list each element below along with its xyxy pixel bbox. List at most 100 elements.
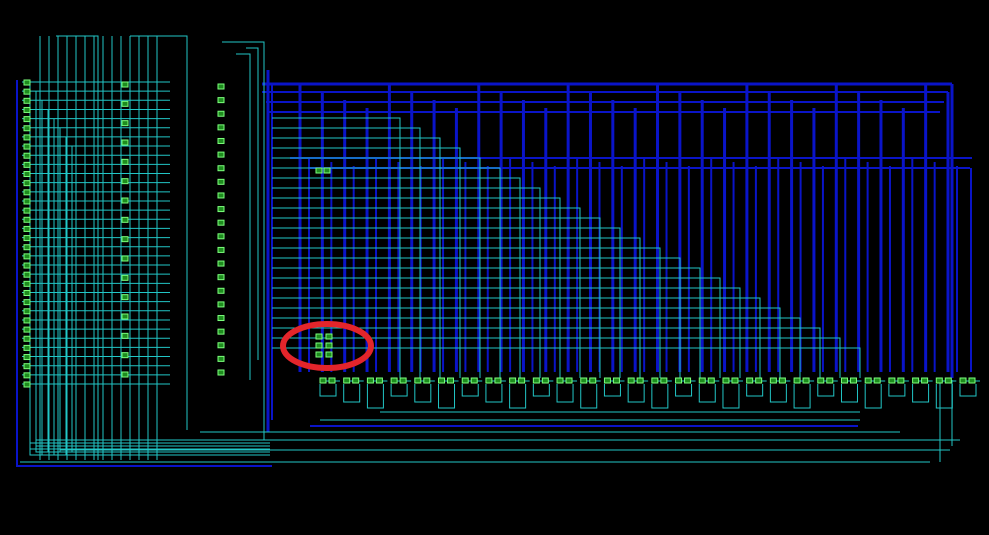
bottom-register-out-11[interactable] [589,377,597,384]
bottom-register-out-9[interactable] [541,377,549,384]
gate-col1-4[interactable] [121,158,129,165]
input-port-25[interactable] [23,308,31,315]
bottom-register-1[interactable] [343,377,351,384]
input-port-31[interactable] [23,363,31,370]
bottom-register-out-8[interactable] [518,377,526,384]
bottom-register-15[interactable] [675,377,683,384]
bottom-register-out-0[interactable] [328,377,336,384]
gate-col1-7[interactable] [121,216,129,223]
highlighted-register-0[interactable] [315,333,323,340]
gate-col1-0[interactable] [121,81,129,88]
bottom-register-6[interactable] [461,377,469,384]
bottom-register-26[interactable] [935,377,943,384]
bottom-register-11[interactable] [580,377,588,384]
input-port-27[interactable] [23,326,31,333]
bottom-register-18[interactable] [746,377,754,384]
gate-col1-12[interactable] [121,313,129,320]
input-port-7[interactable] [23,143,31,150]
input-port-29[interactable] [23,344,31,351]
bottom-register-out-23[interactable] [873,377,881,384]
bottom-register-19[interactable] [769,377,777,384]
bottom-register-10[interactable] [556,377,564,384]
gate-col2-8[interactable] [217,192,225,199]
bottom-register-4[interactable] [414,377,422,384]
input-port-26[interactable] [23,317,31,324]
bottom-register-16[interactable] [698,377,706,384]
gate-col2-10[interactable] [217,219,225,226]
upper-register-0[interactable] [315,167,323,174]
bottom-register-out-6[interactable] [470,377,478,384]
gate-col2-18[interactable] [217,328,225,335]
input-port-21[interactable] [23,271,31,278]
gate-col2-5[interactable] [217,151,225,158]
bottom-register-2[interactable] [366,377,374,384]
input-port-1[interactable] [23,88,31,95]
bottom-register-3[interactable] [390,377,398,384]
gate-col2-12[interactable] [217,246,225,253]
gate-col1-10[interactable] [121,274,129,281]
input-port-22[interactable] [23,280,31,287]
gate-col1-15[interactable] [121,371,129,378]
bottom-register-out-7[interactable] [494,377,502,384]
bottom-register-21[interactable] [817,377,825,384]
bottom-register-out-1[interactable] [352,377,360,384]
highlighted-register-2[interactable] [315,351,323,358]
gate-col2-21[interactable] [217,369,225,376]
bottom-register-out-19[interactable] [778,377,786,384]
input-port-4[interactable] [23,116,31,123]
bottom-register-17[interactable] [722,377,730,384]
gate-col1-9[interactable] [121,255,129,262]
gate-col2-7[interactable] [217,178,225,185]
gate-col1-14[interactable] [121,352,129,359]
bottom-register-0[interactable] [319,377,327,384]
bottom-register-25[interactable] [912,377,920,384]
bottom-register-out-2[interactable] [375,377,383,384]
input-port-19[interactable] [23,253,31,260]
gate-col2-15[interactable] [217,287,225,294]
bottom-register-out-10[interactable] [565,377,573,384]
bottom-register-out-21[interactable] [826,377,834,384]
gate-col2-16[interactable] [217,301,225,308]
input-port-12[interactable] [23,189,31,196]
highlighted-register-out-0[interactable] [325,333,333,340]
bottom-register-8[interactable] [509,377,517,384]
gate-col2-3[interactable] [217,124,225,131]
bottom-register-27[interactable] [959,377,967,384]
bottom-register-14[interactable] [651,377,659,384]
bottom-register-20[interactable] [793,377,801,384]
input-port-17[interactable] [23,235,31,242]
input-port-8[interactable] [23,152,31,159]
bottom-register-out-25[interactable] [921,377,929,384]
input-port-23[interactable] [23,289,31,296]
gate-col2-11[interactable] [217,233,225,240]
bottom-register-out-27[interactable] [968,377,976,384]
input-port-30[interactable] [23,354,31,361]
highlighted-register-out-2[interactable] [325,351,333,358]
input-port-18[interactable] [23,244,31,251]
gate-col1-8[interactable] [121,236,129,243]
bottom-register-out-26[interactable] [944,377,952,384]
input-port-33[interactable] [23,381,31,388]
gate-col1-6[interactable] [121,197,129,204]
bottom-register-out-4[interactable] [423,377,431,384]
input-port-5[interactable] [23,125,31,132]
bottom-register-12[interactable] [603,377,611,384]
input-port-15[interactable] [23,216,31,223]
input-port-2[interactable] [23,97,31,104]
gate-col2-6[interactable] [217,165,225,172]
input-port-9[interactable] [23,161,31,168]
input-port-6[interactable] [23,134,31,141]
bottom-register-22[interactable] [840,377,848,384]
input-port-3[interactable] [23,106,31,113]
bottom-register-7[interactable] [485,377,493,384]
bottom-register-out-12[interactable] [612,377,620,384]
bottom-register-out-15[interactable] [684,377,692,384]
input-port-28[interactable] [23,335,31,342]
gate-col1-2[interactable] [121,120,129,127]
input-port-16[interactable] [23,225,31,232]
bottom-register-9[interactable] [532,377,540,384]
gate-col2-4[interactable] [217,137,225,144]
input-port-24[interactable] [23,299,31,306]
bottom-register-out-24[interactable] [897,377,905,384]
